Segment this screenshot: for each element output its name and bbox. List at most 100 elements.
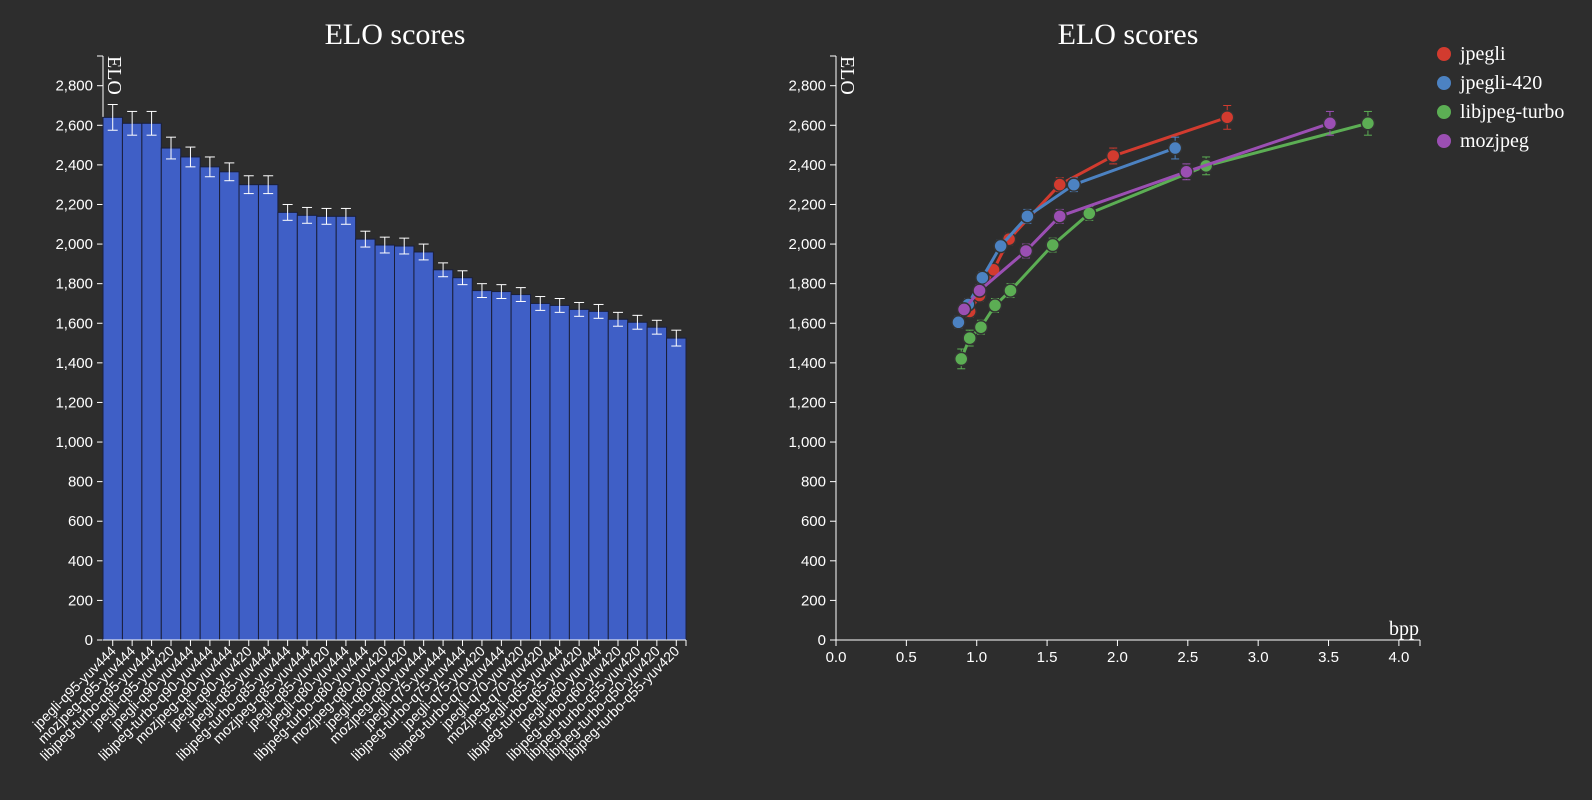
data-point [962,330,977,346]
bar-chart-y-tick-label: 2,200 [55,196,93,213]
bar-chart-y-axis: 0 200 400 600 800 1,000 1,200 1,400 1,600 1,800 2,… [55,55,104,649]
bar [588,310,609,641]
bar-chart-y-tick-label: 1,000 [55,434,93,451]
line-chart-y-tick-label: 1,000 [788,434,826,451]
data-point [1219,110,1235,125]
legend-label: jpegli [1459,43,1506,65]
bar-chart-y-tick-label: 600 [68,513,93,530]
bar [374,244,396,641]
line-chart-x-tick-label: 1.5 [1037,649,1058,666]
bar [607,318,629,641]
line-chart-x-tick-label: 4.0 [1388,649,1409,666]
bar-chart-y-tick-label: 200 [68,592,93,609]
bar [335,215,357,641]
bar [121,122,143,641]
legend-label: mozjpeg [1460,130,1529,152]
line-chart-y-tick-label: 1,200 [788,394,826,411]
legend-swatch [1437,76,1451,90]
bar [568,308,590,641]
bar-chart-title: ELO scores [325,18,466,51]
bar [510,294,532,641]
data-point [993,238,1008,254]
bar [277,211,298,641]
line-chart-y-tick-label: 800 [801,474,826,491]
data-point [1052,209,1067,224]
bar [102,116,123,641]
data-point [1020,209,1035,224]
bar [452,277,473,641]
line-chart-y-tick-label: 400 [801,553,826,570]
bar [627,321,648,641]
line-chart-x-tick-label: 0.5 [896,649,917,666]
bar [199,166,221,641]
legend-item-mozjpeg: mozjpeg [1437,130,1529,152]
legend-label: libjpeg-turbo [1460,101,1564,123]
bar-chart-y-tick-label: 2,400 [55,157,93,174]
line-chart-x-tick-label: 3.0 [1248,649,1269,666]
legend-item-libjpeg-turbo: libjpeg-turbo [1437,101,1564,123]
data-point [1003,283,1018,298]
bar-chart-y-tick-label: 1,800 [55,276,93,293]
bar [296,214,318,641]
data-point [951,315,966,330]
bar [530,302,551,641]
bar [160,147,182,641]
line-chart-y-tick-label: 600 [801,513,826,530]
bar [666,337,687,641]
bar-chart-x-axis: jpegli-q95-yuv444mozjpeg-q95-yuv444libjp… [29,639,687,764]
line-chart-y-tick-label: 0 [818,632,826,649]
legend-label: jpegli-420 [1459,72,1542,94]
data-point [1322,116,1338,131]
legend-item-jpegli: jpegli [1437,43,1506,65]
line-chart-y-tick-label: 1,800 [788,276,826,293]
bar [646,326,668,641]
bar-chart-y-tick-label: 2,800 [55,78,93,95]
data-point [972,283,987,298]
data-point [1045,237,1060,253]
legend-swatch [1437,105,1451,119]
line-chart-y-axis-label: ELO [836,56,858,95]
bar [491,291,512,641]
data-point [956,302,972,317]
bar-chart-y-tick-label: 0 [85,632,93,649]
line-chart-x-tick-label: 1.0 [966,649,987,666]
bar [355,238,376,641]
bar-chart-bars [102,104,687,641]
bar-chart-y-tick-label: 2,000 [55,236,93,253]
bar [238,184,259,641]
data-point [1167,140,1183,156]
bar [219,171,240,641]
data-point [973,319,989,335]
line-chart-y-tick-label: 1,600 [788,315,826,332]
data-point [1066,177,1082,192]
bar [394,245,415,641]
line-chart-y-tick-label: 2,600 [788,117,826,134]
series-jpegli [962,104,1235,319]
line-chart-x-tick-label: 0.0 [826,649,847,666]
data-point [1105,148,1121,164]
line-chart-y-tick-label: 2,200 [788,196,826,213]
series-line-jpegli-420 [957,146,1176,323]
bar [432,269,454,641]
data-point [1179,164,1194,180]
series-line-libjpeg-turbo [959,121,1369,360]
line-chart-y-tick-label: 2,400 [788,157,826,174]
line-chart: ELO scores ELO bpp 0 200 400 600 800 1,000 1,2… [788,18,1564,666]
line-chart-y-tick-label: 200 [801,592,826,609]
legend-item-jpegli-420: jpegli-420 [1437,72,1542,94]
bar-chart-y-axis-label: ELO [103,56,125,95]
legend-swatch [1437,134,1451,148]
bar [257,184,279,641]
bar-chart: ELO scores ELO 0 200 400 600 800 1,000 1,200 1,… [29,18,687,764]
bar [180,156,201,641]
bar-chart-y-tick-label: 400 [68,553,93,570]
line-chart-x-axis-label: bpp [1389,618,1419,640]
bar-chart-y-tick-label: 2,600 [55,117,93,134]
data-point [987,298,1003,313]
bar [471,290,493,641]
data-point [1052,177,1067,192]
bar-chart-y-tick-label: 800 [68,474,93,491]
line-chart-y-tick-label: 2,000 [788,236,826,253]
bar [141,122,162,641]
